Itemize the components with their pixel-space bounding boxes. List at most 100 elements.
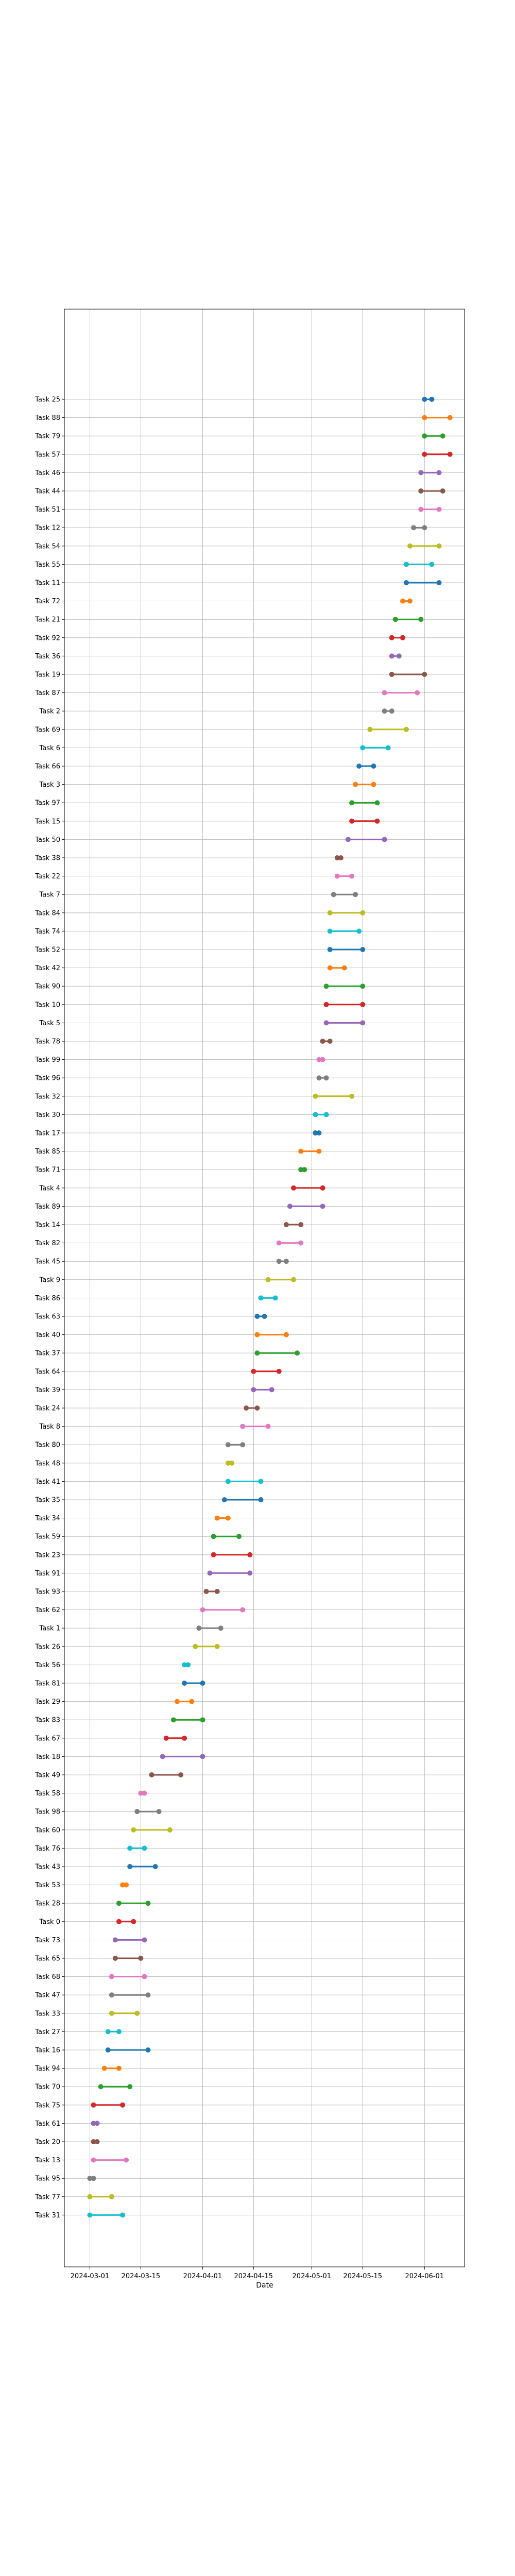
task-end-point — [436, 470, 442, 476]
task-end-point — [429, 397, 435, 402]
task-start-point — [91, 2157, 96, 2163]
task-start-point — [91, 2121, 96, 2126]
task-start-point — [200, 1607, 205, 1613]
task-end-point — [240, 1442, 246, 1448]
task-end-point — [283, 1259, 289, 1264]
task-end-point — [422, 672, 427, 677]
y-tick-label: Task 56 — [35, 1662, 60, 1669]
y-tick-label: Task 81 — [35, 1680, 60, 1688]
task-end-point — [156, 1809, 162, 1815]
task-start-point — [182, 1681, 187, 1686]
task-end-point — [360, 1020, 366, 1026]
x-tick-label: 2024-03-01 — [71, 2273, 110, 2280]
task-end-point — [298, 1222, 304, 1227]
y-tick-label: Task 87 — [35, 689, 60, 697]
task-end-point — [403, 726, 409, 732]
task-start-point — [211, 1552, 216, 1557]
y-tick-label: Task 0 — [39, 1918, 60, 1926]
task-end-point — [182, 1735, 187, 1741]
task-end-point — [200, 1681, 205, 1686]
y-tick-label: Task 27 — [35, 2028, 60, 2036]
task-start-point — [131, 1827, 136, 1833]
task-end-point — [323, 1112, 329, 1117]
task-end-point — [440, 433, 445, 439]
y-tick-label: Task 79 — [35, 433, 60, 440]
y-tick-label: Task 80 — [35, 1442, 60, 1449]
task-start-point — [225, 1479, 231, 1484]
y-tick-label: Task 6 — [39, 744, 60, 752]
task-start-point — [389, 653, 394, 659]
task-start-point — [105, 2047, 111, 2053]
y-tick-label: Task 50 — [35, 836, 60, 844]
task-start-point — [207, 1570, 213, 1576]
task-end-point — [371, 764, 376, 769]
task-start-point — [240, 1423, 246, 1429]
task-end-point — [374, 818, 380, 824]
y-tick-label: Task 57 — [35, 451, 60, 459]
task-end-point — [360, 947, 366, 952]
task-start-point — [411, 525, 417, 531]
task-start-point — [258, 1295, 264, 1301]
task-start-point — [87, 2212, 93, 2218]
task-end-point — [142, 1790, 147, 1796]
y-tick-label: Task 7 — [39, 891, 60, 899]
y-tick-label: Task 89 — [35, 1203, 60, 1211]
task-end-point — [316, 1148, 322, 1154]
task-end-point — [269, 1387, 274, 1393]
y-tick-label: Task 47 — [35, 1992, 60, 1999]
y-tick-label: Task 90 — [35, 983, 60, 991]
task-end-point — [145, 1901, 151, 1906]
y-tick-label: Task 46 — [35, 469, 60, 477]
task-start-point — [356, 764, 362, 769]
task-start-point — [276, 1240, 282, 1246]
y-tick-label: Task 51 — [35, 506, 60, 514]
y-tick-label: Task 86 — [35, 1295, 60, 1302]
task-start-point — [382, 708, 387, 714]
y-tick-label: Task 42 — [35, 964, 60, 972]
task-end-point — [356, 928, 362, 934]
task-start-point — [214, 1515, 220, 1521]
task-end-point — [116, 2065, 122, 2071]
task-end-point — [302, 1167, 307, 1173]
task-end-point — [349, 1093, 355, 1099]
task-start-point — [170, 1717, 176, 1723]
task-start-point — [418, 470, 424, 476]
task-start-point — [287, 1204, 293, 1209]
y-tick-label: Task 99 — [35, 1056, 60, 1064]
task-end-point — [415, 690, 420, 696]
task-start-point — [403, 580, 409, 585]
task-start-point — [313, 1093, 318, 1099]
task-start-point — [109, 1992, 114, 1998]
task-end-point — [138, 1956, 144, 1961]
task-end-point — [374, 800, 380, 806]
task-end-point — [327, 1039, 333, 1044]
task-end-point — [440, 488, 445, 494]
y-tick-label: Task 72 — [35, 598, 60, 605]
task-start-point — [323, 984, 329, 989]
y-tick-label: Task 67 — [35, 1735, 60, 1742]
task-end-point — [116, 2029, 122, 2035]
y-tick-label: Task 92 — [35, 634, 60, 642]
y-tick-label: Task 48 — [35, 1460, 60, 1467]
task-start-point — [101, 2065, 107, 2071]
task-end-point — [258, 1479, 264, 1484]
y-tick-label: Task 38 — [35, 855, 60, 862]
y-axis: Task 25 Task 88 Task 79 Task 57 Task 46 Task … — [35, 396, 64, 2219]
task-end-point — [200, 1754, 205, 1759]
y-tick-label: Task 52 — [35, 946, 60, 954]
task-end-point — [145, 2047, 151, 2053]
task-start-point — [389, 672, 394, 677]
task-end-point — [134, 2010, 140, 2016]
task-start-point — [87, 2176, 93, 2181]
y-tick-label: Task 15 — [35, 818, 60, 825]
y-tick-label: Task 37 — [35, 1350, 60, 1358]
data-marks — [87, 397, 453, 2218]
task-end-point — [218, 1625, 224, 1631]
task-end-point — [436, 580, 442, 585]
y-tick-label: Task 76 — [35, 1845, 60, 1853]
task-start-point — [389, 635, 394, 640]
task-start-point — [327, 965, 333, 971]
task-start-point — [251, 1387, 256, 1393]
y-tick-label: Task 17 — [35, 1130, 60, 1138]
task-start-point — [91, 2102, 96, 2108]
